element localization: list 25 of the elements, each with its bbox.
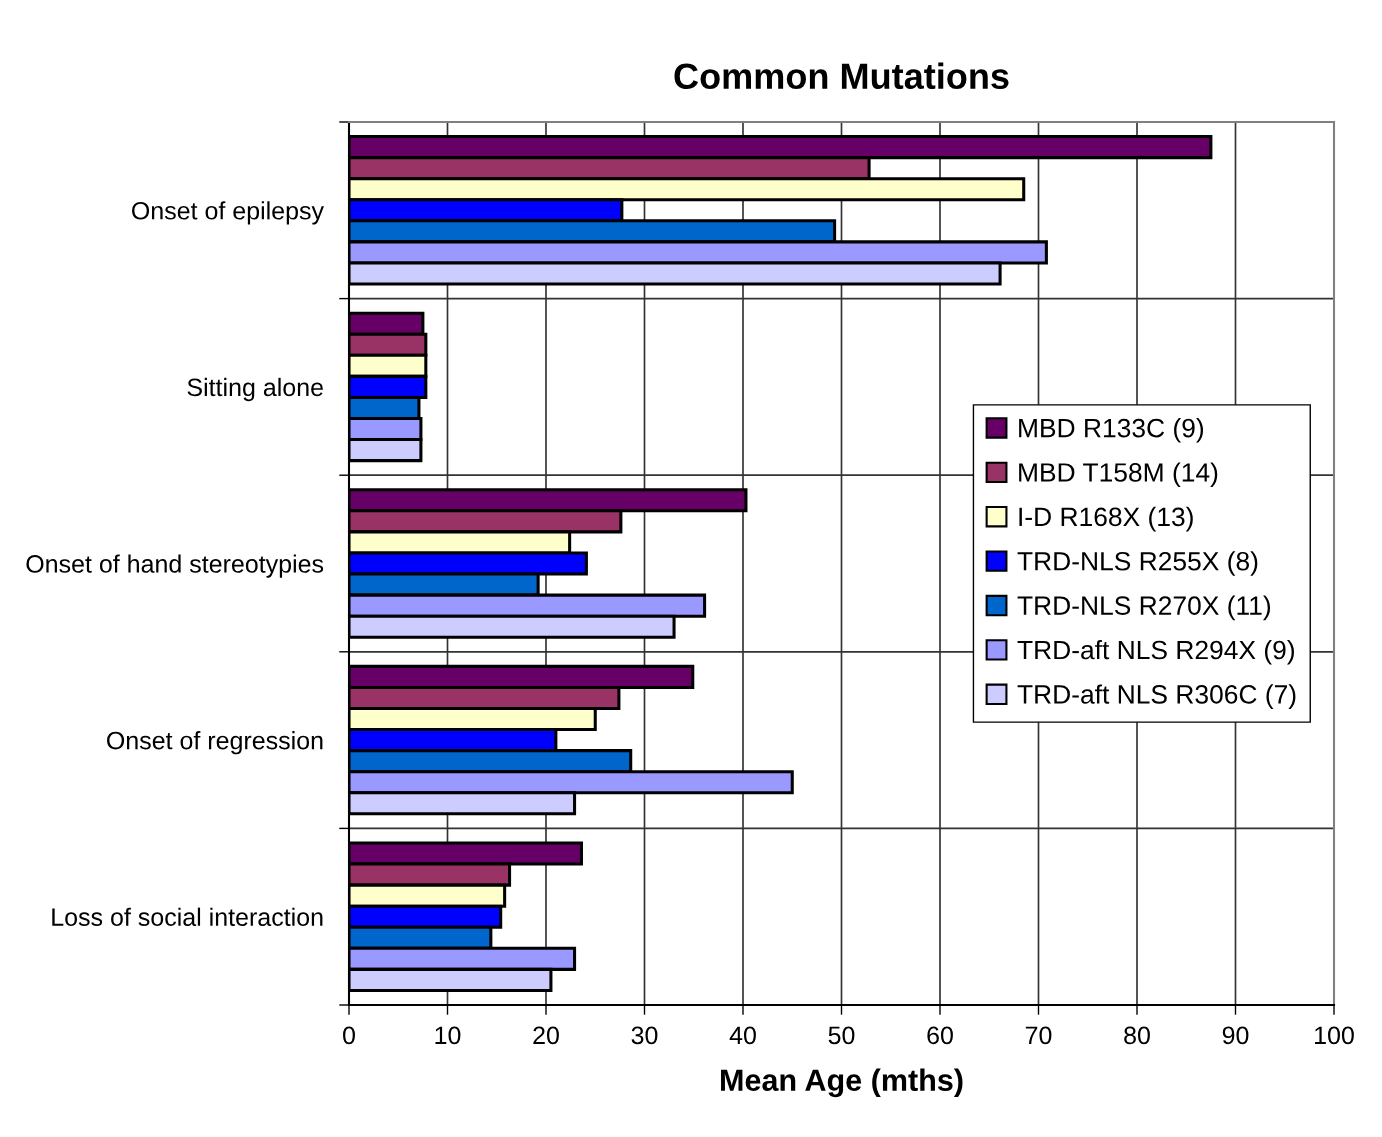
y-tick-label: Onset of hand stereotypies [26,554,324,578]
x-tick-label: 50 [828,1026,855,1045]
legend-label: TRD-NLS R255X (8) [1017,551,1258,576]
x-tick-label: 20 [533,1026,559,1045]
legend-label: TRD-NLS R270X (11) [1017,595,1271,621]
x-tick-label: 30 [631,1026,658,1045]
x-tick-label: 10 [435,1026,461,1045]
legend-label: MBD R133C (9) [1019,418,1204,443]
x-tick-label: 80 [1124,1026,1150,1045]
x-tick-label: 90 [1222,1026,1249,1045]
y-tick-label: Sitting alone [187,377,323,402]
legend-label: I-D R168X (13) [1019,506,1193,532]
x-axis-title: Mean Age (mths) [721,1068,963,1098]
legend-label: MBD T158M (14) [1019,462,1218,488]
y-tick-label: Onset of regression [107,731,323,755]
x-tick-label: 100 [1315,1026,1354,1045]
legend-label: TRD-aft NLS R306C (7) [1017,684,1296,709]
chart-title: Common Mutations [674,62,1009,90]
y-tick-label: Loss of social interaction [52,907,323,926]
y-tick-label: Onset of epilepsy [132,201,324,225]
x-tick-label: 60 [927,1026,953,1045]
x-tick-label: 0 [343,1026,355,1045]
x-tick-label: 40 [729,1026,756,1045]
x-tick-label: 70 [1025,1026,1052,1045]
legend-label: TRD-aft NLS R294X (9) [1017,639,1294,665]
